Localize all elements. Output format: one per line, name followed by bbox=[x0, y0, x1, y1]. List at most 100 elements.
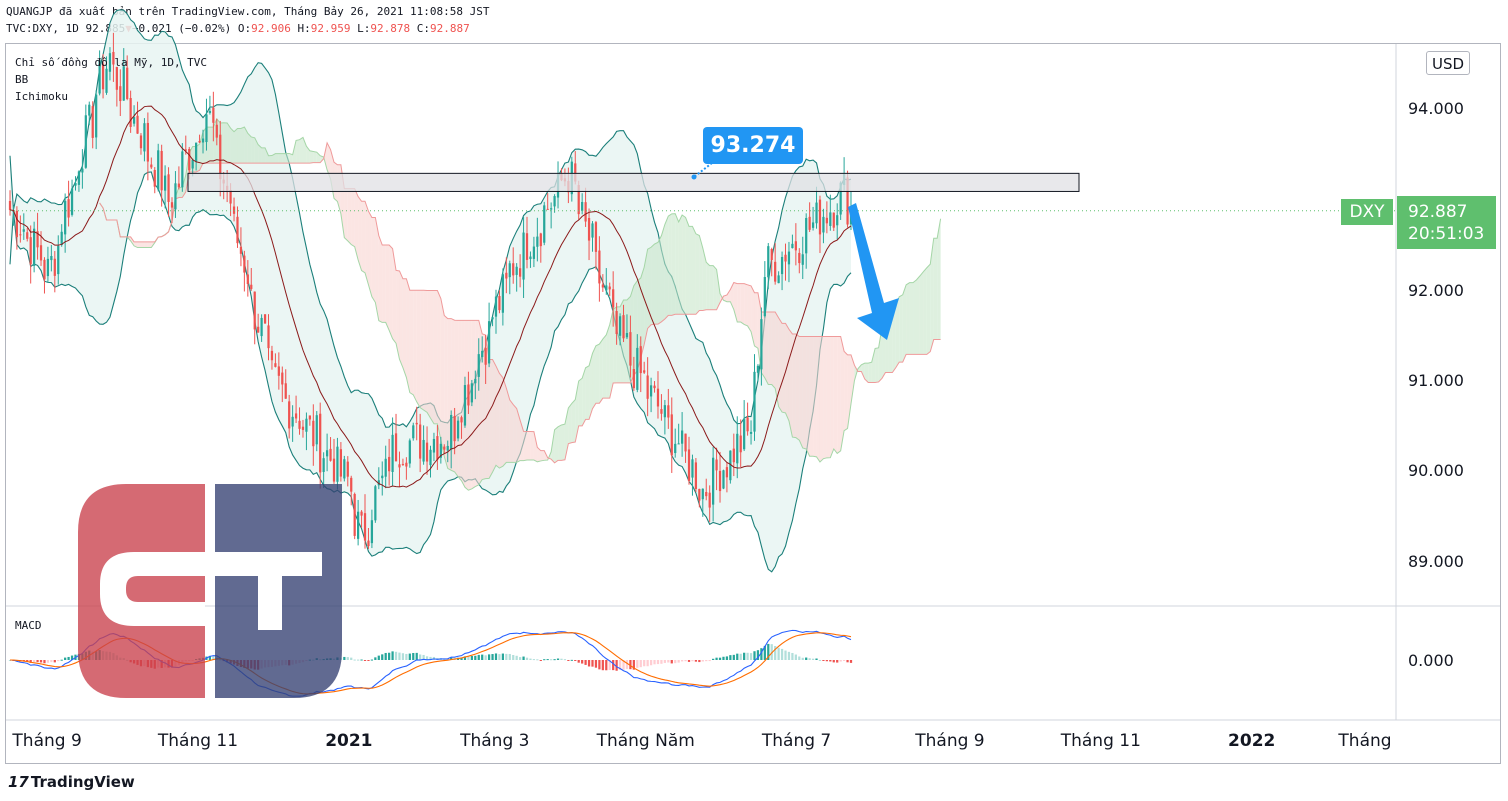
macd-label: MACD bbox=[15, 619, 42, 632]
candle-body bbox=[646, 375, 649, 399]
candle-body bbox=[19, 234, 22, 236]
senkou-a-line bbox=[99, 117, 942, 491]
macd-histogram-bar bbox=[643, 660, 646, 667]
candle-body bbox=[450, 414, 453, 450]
candle-body bbox=[487, 321, 491, 364]
macd-histogram-bar bbox=[615, 660, 618, 671]
tradingview-logo[interactable]: 17 TradingView bbox=[8, 773, 135, 791]
candle-body bbox=[122, 66, 125, 101]
macd-histogram-bar bbox=[708, 660, 711, 662]
currency-button[interactable]: USD bbox=[1426, 51, 1470, 75]
cloud-segment bbox=[261, 147, 266, 164]
candle-body bbox=[518, 268, 522, 277]
cloud-segment bbox=[799, 336, 803, 448]
cloud-segment bbox=[268, 155, 272, 164]
cloud-segment bbox=[702, 248, 707, 311]
macd-histogram-bar bbox=[832, 660, 835, 663]
candle-body bbox=[346, 461, 349, 477]
candle-body bbox=[439, 443, 442, 458]
macd-histogram-bar bbox=[598, 660, 601, 670]
candle-body bbox=[29, 237, 32, 265]
candle-body bbox=[498, 296, 501, 311]
cloud-segment bbox=[361, 201, 366, 273]
symbol-label: TVC:DXY, 1D bbox=[6, 22, 79, 35]
macd-histogram-bar bbox=[736, 653, 739, 660]
macd-histogram-bar bbox=[618, 660, 622, 670]
macd-histogram-bar bbox=[550, 659, 553, 661]
candle-body bbox=[463, 385, 467, 426]
candle-body bbox=[208, 111, 212, 113]
macd-histogram-bar bbox=[381, 654, 384, 660]
candle-body bbox=[532, 246, 536, 259]
macd-histogram-bar bbox=[746, 652, 749, 660]
macd-histogram-bar bbox=[398, 652, 401, 660]
candle-body bbox=[191, 159, 194, 169]
cloud-segment bbox=[751, 285, 755, 346]
cloud-segment bbox=[254, 137, 259, 164]
cloud-segment bbox=[578, 378, 583, 426]
macd-histogram-bar bbox=[801, 657, 804, 660]
cloud-segment bbox=[234, 128, 238, 164]
macd-histogram-bar bbox=[53, 660, 56, 663]
candle-body bbox=[808, 216, 811, 230]
cloud-segment bbox=[657, 235, 662, 325]
candle-body bbox=[574, 163, 577, 182]
resistance-callout[interactable]: 93.274 bbox=[703, 127, 803, 164]
cloud-segment bbox=[689, 226, 693, 315]
candle-body bbox=[722, 470, 725, 489]
cloud-segment bbox=[130, 236, 135, 246]
macd-zero-tick: 0.000 bbox=[1408, 651, 1454, 670]
candle-body bbox=[649, 385, 653, 397]
macd-histogram-bar bbox=[481, 654, 484, 660]
candle-body bbox=[436, 436, 439, 460]
candle-body bbox=[777, 275, 780, 284]
macd-histogram-bar bbox=[512, 655, 515, 660]
candle-body bbox=[332, 458, 336, 482]
time-tick: Tháng 11 bbox=[157, 731, 239, 751]
candle-body bbox=[625, 333, 629, 338]
cloud-segment bbox=[740, 283, 745, 325]
candle-body bbox=[336, 446, 339, 482]
cloud-segment bbox=[644, 249, 648, 345]
macd-histogram-bar bbox=[532, 659, 536, 661]
macd-histogram-bar bbox=[429, 656, 432, 660]
candle-body bbox=[594, 222, 598, 252]
cloud-segment bbox=[868, 362, 872, 383]
macd-histogram-bar bbox=[577, 660, 580, 663]
macd-histogram-bar bbox=[536, 659, 539, 661]
cloud-segment bbox=[392, 248, 397, 344]
cloud-segment bbox=[416, 290, 421, 408]
macd-histogram-bar bbox=[505, 653, 508, 660]
time-tick: Tháng bbox=[1338, 731, 1392, 751]
candle-body bbox=[46, 258, 50, 277]
annotations[interactable] bbox=[187, 162, 1080, 340]
cloud-segment bbox=[433, 290, 438, 424]
candle-body bbox=[718, 470, 722, 492]
macd-histogram-bar bbox=[718, 657, 722, 660]
ichimoku-label: Ichimoku bbox=[15, 90, 68, 103]
cloud-segment bbox=[726, 289, 731, 302]
cloud-segment bbox=[844, 351, 848, 431]
macd-histogram-bar bbox=[367, 660, 370, 661]
cloud-segment bbox=[313, 151, 317, 163]
candle-body bbox=[160, 150, 163, 191]
candle-body bbox=[22, 229, 25, 232]
cloud-segment bbox=[851, 354, 855, 404]
cloud-segment bbox=[237, 128, 241, 164]
macd-histogram-bar bbox=[474, 655, 477, 660]
candle-body bbox=[215, 124, 218, 138]
price-tick: 92.000 bbox=[1408, 281, 1464, 300]
candle-body bbox=[550, 208, 553, 210]
candle-body bbox=[677, 443, 680, 445]
candle-body bbox=[64, 200, 67, 235]
candle-body bbox=[608, 286, 611, 290]
macd-histogram-bar bbox=[70, 655, 74, 660]
cloud-segment bbox=[271, 153, 276, 164]
candle-body bbox=[629, 332, 632, 366]
candle-body bbox=[794, 241, 797, 251]
cloud-segment bbox=[454, 320, 459, 477]
cloud-segment bbox=[833, 336, 838, 454]
macd-histogram-bar bbox=[815, 658, 818, 660]
candle-body bbox=[584, 202, 587, 222]
